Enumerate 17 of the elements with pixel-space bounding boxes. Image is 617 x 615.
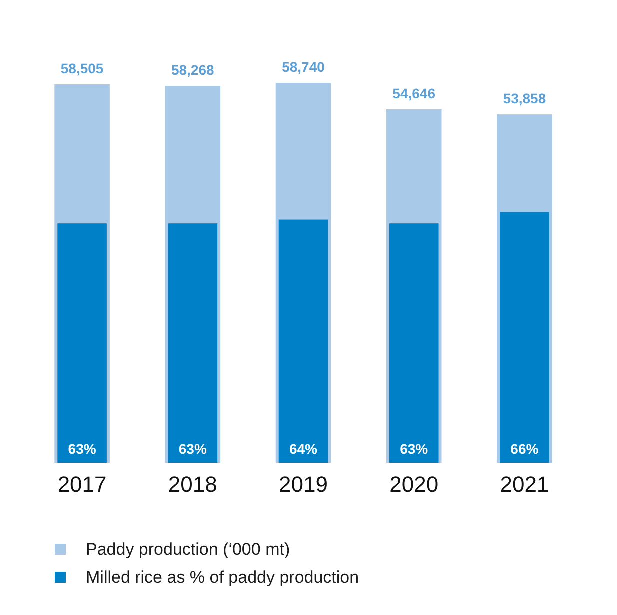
data-label: 58,740 bbox=[282, 59, 326, 75]
data-label: 63% bbox=[68, 441, 97, 457]
x-tick-label: 2017 bbox=[58, 472, 107, 497]
x-tick-label: 2020 bbox=[390, 472, 439, 497]
data-label: 53,858 bbox=[503, 90, 546, 107]
legend-label: Paddy production (‘000 mt) bbox=[86, 540, 290, 559]
data-label: 63% bbox=[400, 441, 429, 457]
x-tick-label: 2021 bbox=[500, 472, 550, 497]
x-tick-label: 2018 bbox=[168, 472, 218, 497]
data-label: 54,646 bbox=[392, 85, 436, 102]
data-label: 66% bbox=[510, 441, 540, 457]
legend-label: Milled rice as % of paddy production bbox=[86, 568, 360, 587]
data-label: 58,505 bbox=[60, 60, 104, 77]
data-label: 63% bbox=[178, 441, 208, 457]
data-label: 64% bbox=[289, 441, 318, 457]
x-tick-label: 2019 bbox=[279, 472, 328, 497]
data-label: 58,268 bbox=[171, 62, 215, 78]
